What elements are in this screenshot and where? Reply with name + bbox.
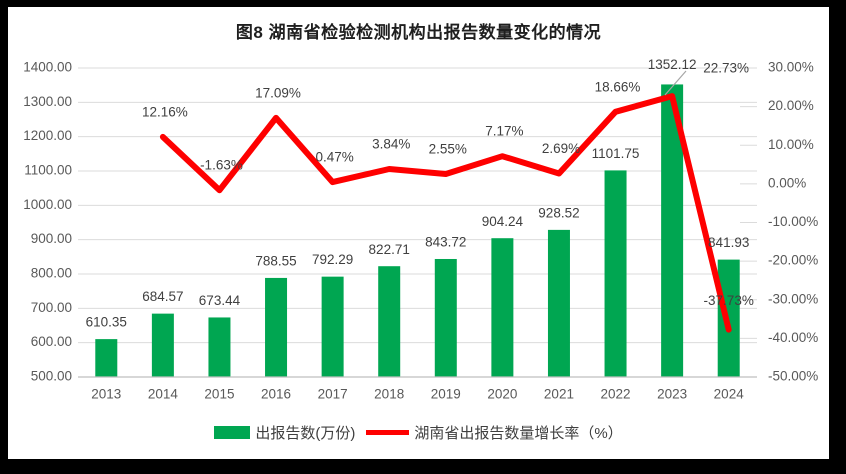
line-label-2017: 0.47% [315, 150, 353, 165]
line-label-2022: 18.66% [595, 79, 641, 94]
bar-2020 [491, 238, 514, 377]
bar-2021 [547, 229, 570, 377]
bar-2015 [208, 317, 231, 377]
right-axis-tick-label: 10.00% [768, 137, 814, 152]
chart-title: 图8 湖南省检验检测机构出报告数量变化的情况 [235, 23, 602, 42]
bar-label-2024: 841.93 [708, 235, 749, 250]
right-axis-tick-label: -10.00% [768, 214, 818, 229]
left-axis-tick-label: 1200.00 [23, 128, 72, 143]
line-label-2019: 2.55% [429, 142, 467, 157]
bar-2017 [321, 276, 344, 377]
bar-2014 [151, 313, 174, 377]
left-axis-tick-label: 1400.00 [23, 60, 72, 75]
right-axis-tick-label: -50.00% [768, 369, 818, 384]
line-label-2014: 12.16% [142, 104, 188, 119]
combo-chart: 610.35 684.57 673.44 788.55 792.29 822.71 843.… [23, 57, 818, 402]
right-axis-tick-label: -30.00% [768, 291, 818, 306]
right-axis-tick-label: 30.00% [768, 60, 814, 75]
x-axis-label-2020: 2020 [487, 387, 517, 402]
legend-line-swatch [366, 430, 410, 435]
bar-label-2016: 788.55 [255, 253, 296, 268]
bar-label-2018: 822.71 [369, 242, 410, 257]
bar-label-2022: 1101.75 [592, 146, 640, 161]
legend: 出报告数(万份) 湖南省出报告数量增长率（%） [8, 422, 829, 443]
left-axis-tick-label: 1100.00 [24, 163, 72, 178]
left-axis-tick-label: 600.00 [31, 334, 72, 349]
chart-panel: 610.35 684.57 673.44 788.55 792.29 822.71 843.… [8, 7, 829, 459]
left-axis-tick-label: 1000.00 [23, 197, 72, 212]
legend-line-label: 湖南省出报告数量增长率（%） [414, 425, 623, 442]
bar-label-2020: 904.24 [482, 214, 524, 229]
bar-2018 [378, 266, 401, 377]
x-axis-label-2018: 2018 [374, 387, 404, 402]
left-axis-tick-label: 800.00 [31, 266, 72, 281]
bar-2019 [434, 258, 457, 377]
bar-label-2019: 843.72 [425, 235, 466, 250]
bar-label-2015: 673.44 [199, 293, 241, 308]
left-axis-tick-label: 500.00 [31, 369, 72, 384]
line-label-2020: 7.17% [485, 124, 523, 139]
x-axis-label-2021: 2021 [544, 387, 574, 402]
bar-label-2017: 792.29 [312, 252, 353, 267]
growth-line [159, 93, 732, 333]
x-axis-label-2019: 2019 [431, 387, 461, 402]
x-axis-label-2017: 2017 [318, 387, 348, 402]
x-axis-label-2014: 2014 [148, 387, 179, 402]
x-axis-label-2023: 2023 [657, 387, 687, 402]
bar-2013 [95, 339, 118, 377]
bar-label-2021: 928.52 [538, 205, 579, 220]
line-label-2024: -37.73% [704, 293, 754, 308]
left-axis-tick-label: 1300.00 [23, 94, 72, 109]
legend-bar-label: 出报告数(万份) [255, 425, 356, 442]
left-axis-tick-label: 700.00 [31, 300, 72, 315]
x-axis-label-2016: 2016 [261, 387, 291, 402]
line-label-2015: -1.63% [200, 158, 243, 173]
left-axis-tick-label: 900.00 [31, 231, 72, 246]
legend-bar-swatch [214, 426, 251, 439]
x-axis-label-2022: 2022 [601, 387, 631, 402]
right-axis-tick-label: -40.00% [768, 330, 818, 345]
line-label-2023: 22.73% [703, 61, 749, 76]
right-axis-tick-label: -20.00% [768, 253, 818, 268]
bar-2023 [661, 84, 684, 378]
bar-label-2023: 1352.12 [648, 57, 697, 72]
line-label-2021: 2.69% [542, 141, 580, 156]
bar-label-2013: 610.35 [86, 315, 127, 330]
right-axis-tick-label: 20.00% [768, 98, 814, 113]
bar-2022 [604, 170, 627, 377]
line-label-2016: 17.09% [255, 85, 301, 100]
x-axis-label-2024: 2024 [714, 387, 745, 402]
x-axis-label-2013: 2013 [91, 387, 121, 402]
line-label-2018: 3.84% [372, 137, 410, 152]
x-axis-label-2015: 2015 [204, 387, 234, 402]
bar-2016 [265, 277, 288, 377]
bar-label-2014: 684.57 [142, 289, 183, 304]
label-leader-line [664, 70, 687, 96]
right-axis-tick-label: 0.00% [768, 175, 806, 190]
